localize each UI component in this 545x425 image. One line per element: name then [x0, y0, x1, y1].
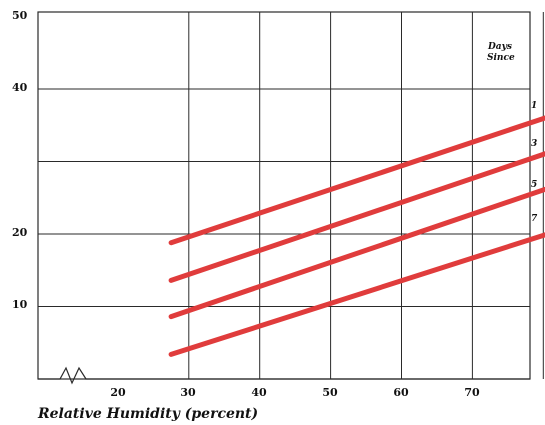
series-line-5 [168, 186, 545, 320]
series-label-7: 7 [531, 214, 538, 224]
series-lines [168, 115, 545, 357]
x-ticks: 20 30 40 50 60 70 [110, 386, 480, 399]
y-tick-label-40: 40 [12, 81, 28, 94]
series-label-3: 3 [531, 139, 537, 149]
legend-title-line-1: Days [487, 42, 512, 52]
axis-break-icon [38, 366, 530, 385]
series-label-1: 1 [531, 101, 537, 111]
legend-title-line-2: Since [487, 53, 515, 63]
series-line-1 [168, 115, 545, 246]
x-tick-label-50: 50 [322, 386, 338, 399]
y-tick-label-20: 20 [12, 226, 28, 239]
x-tick-label-40: 40 [251, 386, 267, 399]
x-tick-label-30: 30 [180, 386, 196, 399]
y-tick-label-10: 10 [12, 298, 28, 311]
x-axis-title: Relative Humidity (percent) [37, 406, 258, 422]
series-line-7 [168, 232, 545, 357]
x-tick-label-60: 60 [393, 386, 409, 399]
series-label-5: 5 [531, 180, 537, 190]
series-labels: 1 3 5 7 [531, 101, 538, 224]
series-line-3 [168, 151, 545, 283]
x-tick-label-20: 20 [110, 386, 126, 399]
grid-lines [38, 12, 544, 379]
x-tick-label-70: 70 [464, 386, 480, 399]
y-tick-label-50: 50 [12, 9, 28, 22]
plot-frame [37, 11, 531, 380]
legend: Days Since [487, 42, 515, 63]
y-ticks: 10 20 40 50 [12, 9, 28, 311]
